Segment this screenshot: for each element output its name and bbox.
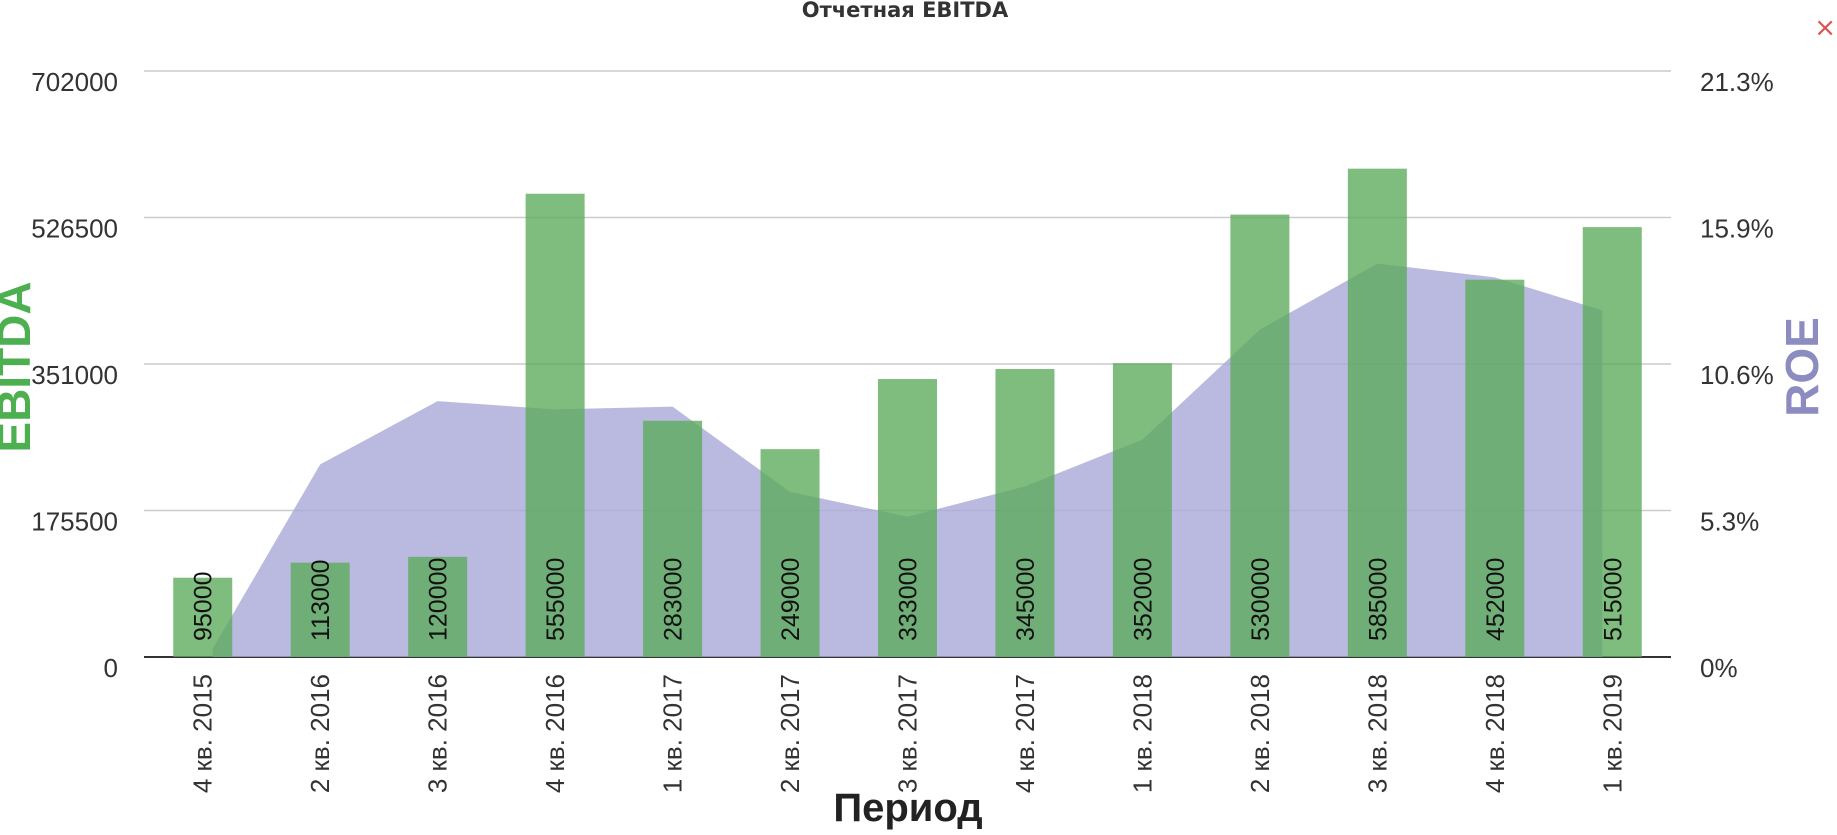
y2-tick-label: 15.9% <box>1700 214 1774 244</box>
x-tick-label: 4 кв. 2015 <box>188 674 218 793</box>
data-label: 345000 <box>1012 558 1040 641</box>
ebitda-bar <box>995 369 1055 657</box>
x-tick-label: 3 кв. 2018 <box>1362 674 1392 793</box>
data-label: 452000 <box>1482 558 1510 641</box>
data-label: 120000 <box>425 558 453 641</box>
ebitda-bar <box>643 420 703 657</box>
x-tick-label: 1 кв. 2017 <box>658 674 688 793</box>
x-tick-label: 2 кв. 2018 <box>1245 674 1275 793</box>
y-tick-label: 526500 <box>31 214 118 244</box>
right-axis-ticks: 0% 5.3% 10.6% 15.9% 21.3% <box>1700 67 1774 683</box>
x-axis-label: Период <box>833 786 982 830</box>
data-label: 585000 <box>1364 558 1392 641</box>
data-labels: 95000 113000 120000 555000 283000 249000 33300… <box>190 558 1628 641</box>
data-label: 95000 <box>190 571 218 641</box>
x-tick-label: 2 кв. 2016 <box>305 674 335 793</box>
x-tick-label: 2 кв. 2017 <box>775 674 805 793</box>
x-axis-ticks: 4 кв. 2015 2 кв. 2016 3 кв. 2016 4 кв. 2016… <box>188 674 1628 793</box>
ebitda-bar <box>1465 279 1525 657</box>
data-label: 555000 <box>542 558 570 641</box>
y-tick-label: 175500 <box>31 507 118 537</box>
chart-title: Отчетная EBITDA <box>802 0 1009 22</box>
x-tick-label: 3 кв. 2017 <box>893 674 923 793</box>
ebitda-bar <box>1347 168 1407 657</box>
data-label: 530000 <box>1247 558 1275 641</box>
ebitda-bar <box>760 449 820 657</box>
ebitda-bar <box>878 379 937 657</box>
x-tick-label: 4 кв. 2018 <box>1480 674 1510 793</box>
ebitda-bar <box>1230 214 1290 657</box>
x-tick-label: 4 кв. 2016 <box>540 674 570 793</box>
y2-tick-label: 5.3% <box>1700 507 1759 537</box>
y-tick-label: 702000 <box>31 67 118 97</box>
ebitda-bar <box>525 193 585 657</box>
left-axis-ticks: 0 175500 351000 526500 702000 <box>31 67 118 683</box>
data-label: 283000 <box>660 558 688 641</box>
data-label: 515000 <box>1599 558 1627 641</box>
x-tick-label: 1 кв. 2019 <box>1597 674 1627 793</box>
data-label: 333000 <box>895 558 923 641</box>
ebitda-bar <box>1582 227 1642 657</box>
x-tick-label: 1 кв. 2018 <box>1127 674 1157 793</box>
y2-tick-label: 10.6% <box>1700 360 1774 390</box>
ebitda-bar <box>290 562 350 657</box>
y-tick-label: 351000 <box>31 360 118 390</box>
data-label: 113000 <box>307 559 335 641</box>
right-axis-label: ROE <box>1776 317 1828 417</box>
left-axis-label: EBITDA <box>0 281 40 452</box>
ebitda-bar-series <box>173 168 1642 657</box>
ebitda-bar <box>173 577 233 657</box>
x-tick-label: 4 кв. 2017 <box>1010 674 1040 793</box>
data-label: 249000 <box>777 558 805 641</box>
ebitda-bar <box>408 556 468 657</box>
x-tick-label: 3 кв. 2016 <box>423 674 453 793</box>
y2-tick-label: 21.3% <box>1700 67 1774 97</box>
y-tick-label: 0 <box>104 653 118 683</box>
close-icon[interactable]: × <box>1814 13 1836 43</box>
y2-tick-label: 0% <box>1700 653 1738 683</box>
data-label: 352000 <box>1129 558 1157 641</box>
ebitda-bar <box>1112 363 1172 657</box>
